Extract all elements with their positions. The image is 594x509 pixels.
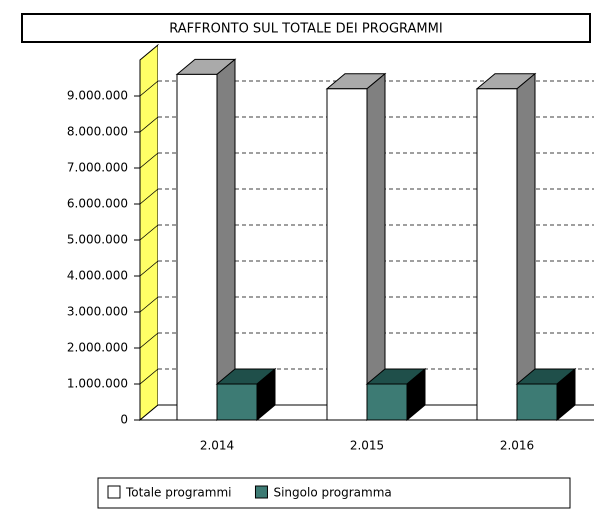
bar-side <box>516 72 536 422</box>
y-tick-label: 6.000.000 <box>67 197 128 211</box>
grid-line-side <box>139 224 159 241</box>
bar <box>216 383 258 421</box>
legend <box>97 477 571 509</box>
y-tick-label: 0 <box>120 413 128 427</box>
grid-line-side <box>139 332 159 349</box>
bar <box>476 88 518 421</box>
y-tick-label: 8.000.000 <box>67 125 128 139</box>
chart-title: RAFFRONTO SUL TOTALE DEI PROGRAMMI <box>169 22 442 37</box>
legend-swatch <box>254 485 268 499</box>
legend-swatch <box>107 485 121 499</box>
title-box <box>21 13 591 43</box>
bar <box>326 88 368 421</box>
bar-side <box>216 58 236 422</box>
grid-line-side <box>139 188 159 205</box>
legend-label: Singolo programma <box>273 486 391 500</box>
bar-side <box>366 72 386 422</box>
bar <box>516 383 558 421</box>
x-tick-label: 2.014 <box>200 439 234 453</box>
x-tick-label: 2.016 <box>500 439 534 453</box>
grid-line-side <box>139 80 159 97</box>
bar <box>176 73 218 421</box>
x-tick-label: 2.015 <box>350 439 384 453</box>
y-tick-label: 5.000.000 <box>67 233 128 247</box>
grid-line-side <box>139 116 159 133</box>
y-tick-label: 4.000.000 <box>67 269 128 283</box>
bar <box>366 383 408 421</box>
grid-line-side <box>139 368 159 385</box>
y-tick-label: 3.000.000 <box>67 305 128 319</box>
y-tick-label: 1.000.000 <box>67 377 128 391</box>
grid-line-side <box>139 152 159 169</box>
y-tick-label: 7.000.000 <box>67 161 128 175</box>
grid-line-side <box>139 296 159 313</box>
legend-label: Totale programmi <box>125 486 231 500</box>
y-tick-label: 9.000.000 <box>67 89 128 103</box>
grid-line-side <box>139 260 159 277</box>
y-tick-label: 2.000.000 <box>67 341 128 355</box>
